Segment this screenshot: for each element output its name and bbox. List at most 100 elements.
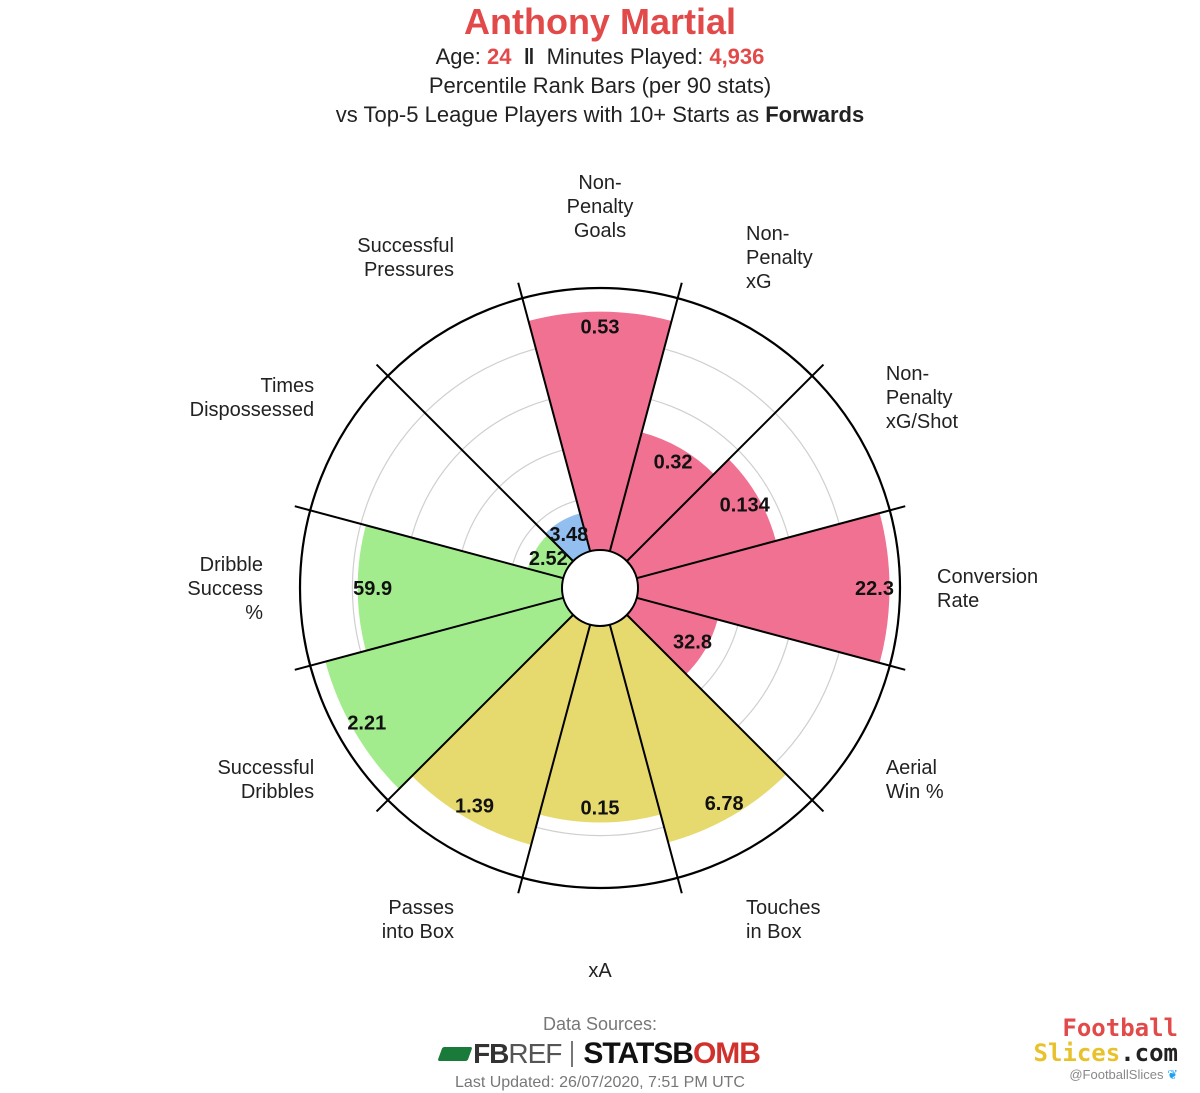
category-label: Touches in Box (746, 897, 821, 943)
statsbomb-logo-b: OMB (692, 1037, 761, 1070)
last-updated: Last Updated: 26/07/2020, 7:51 PM UTC (455, 1074, 745, 1091)
category-label-line: Dribbles (241, 781, 314, 803)
spoke-line (626, 363, 825, 562)
statsbomb-logo-a: STATSB (583, 1037, 694, 1070)
category-label-line: Dispossessed (190, 399, 315, 421)
category-label: Successful Dribbles (217, 757, 314, 803)
category-label-line: Touches (746, 897, 821, 919)
bar-1 (528, 311, 672, 552)
spoke-line (294, 505, 564, 580)
statsbomb-logo: STATSBOMB (583, 1037, 761, 1071)
spoke-line (636, 596, 906, 671)
age-label: Age: (435, 44, 481, 69)
bird-icon: ❦ (1167, 1067, 1178, 1082)
category-label-line: xG (746, 271, 772, 293)
fbref-chip-icon (437, 1047, 473, 1061)
bar-2 (609, 432, 714, 562)
brand-line-1: Football (1062, 1014, 1178, 1042)
spoke-line (294, 596, 564, 671)
player-info-line: Age: 24 ‖ Minutes Played: 4,936 (0, 42, 1200, 71)
logo-divider (571, 1041, 574, 1067)
category-label-line: Pressures (364, 259, 454, 281)
fbref-logo: FB REF (437, 1038, 562, 1070)
category-label: Passes into Box (382, 897, 454, 943)
category-label-line: Goals (574, 220, 626, 242)
category-label-line: Non- (886, 363, 929, 385)
value-label: 22.3 (855, 578, 894, 600)
category-label-line: Conversion (937, 566, 1038, 588)
bar-12 (545, 513, 591, 562)
fbref-logo-ref: REF (508, 1038, 562, 1069)
category-label-line: Win % (886, 781, 944, 803)
category-label: Dribble Success% (187, 554, 263, 624)
bar-5 (626, 597, 718, 675)
category-label: Times Dispossessed (190, 375, 315, 421)
category-label-line: Aerial (886, 757, 937, 779)
page-title: Anthony Martial (463, 1, 736, 42)
category-label-line: Penalty (886, 387, 953, 409)
brand-dotcom: .com (1120, 1039, 1178, 1067)
category-label-line: Dribble (200, 554, 263, 576)
value-label: 0.134 (720, 494, 771, 516)
brand-slices: Slices (1033, 1039, 1121, 1067)
category-label: Conversion Rate (937, 566, 1038, 612)
separator: ‖ (523, 44, 535, 69)
data-sources-label: Data Sources: (542, 1014, 658, 1034)
brand-twitter: @FootballSlices ❦ (1034, 1066, 1178, 1084)
value-label: 0.32 (654, 451, 693, 473)
spoke-line (375, 614, 574, 813)
category-label-line: % (245, 602, 263, 624)
category-label-line: Passes (388, 897, 454, 919)
spoke-line (517, 624, 592, 894)
value-label: 32.8 (673, 631, 712, 653)
minutes-label: Minutes Played: (546, 44, 704, 69)
category-label-line: Times (260, 375, 314, 397)
spoke-line (626, 614, 825, 813)
category-label-line: Successful (357, 235, 454, 257)
bar-3 (626, 459, 776, 579)
category-label-line: xA (588, 960, 612, 982)
category-label: Non-Penalty xG (746, 223, 813, 293)
category-label-line: Successful (217, 757, 314, 779)
category-label-line: Success (187, 578, 263, 600)
spoke-line (608, 624, 683, 894)
category-label-line: in Box (746, 921, 802, 943)
center-circle (561, 549, 639, 627)
spoke-line (636, 505, 906, 580)
category-label-line: Non- (578, 172, 621, 194)
category-label: Successful Pressures (357, 235, 454, 281)
spoke-line (517, 282, 592, 552)
category-label: xA (588, 960, 612, 982)
subtitle-prefix: vs Top-5 League Players with 10+ Starts … (335, 102, 760, 127)
category-label-line: into Box (382, 921, 454, 943)
subtitle-line-1: Percentile Rank Bars (per 90 stats) (428, 73, 772, 98)
source-logos: FB REF STATSBOMB (0, 1037, 1200, 1071)
bar-11 (527, 535, 574, 579)
spoke-line (375, 363, 574, 562)
value-label: 1.39 (455, 795, 494, 817)
bar-4 (636, 513, 890, 663)
value-label: 0.15 (581, 798, 620, 820)
value-label: 2.52 (529, 548, 568, 570)
spoke-line (608, 282, 683, 552)
bar-10 (357, 525, 564, 651)
brand-line-2: Slices.com (1034, 1040, 1179, 1066)
category-label: Non-Penalty xG/Shot (886, 363, 959, 433)
gridline-circle (298, 286, 902, 890)
category-label: Aerial Win % (886, 757, 944, 803)
footballslices-brand: Football Slices.com @FootballSlices ❦ (1034, 1016, 1179, 1084)
minutes-value: 4,936 (709, 44, 765, 69)
age-value: 24 (486, 44, 512, 69)
value-label: 3.48 (549, 524, 588, 546)
category-label-line: Penalty (746, 247, 813, 269)
chart-header: Anthony Martial Age: 24 ‖ Minutes Played… (0, 0, 1200, 129)
category-label-line: Non- (746, 223, 789, 245)
twitter-handle: @FootballSlices (1069, 1067, 1164, 1082)
bar-7 (539, 624, 661, 823)
category-label: Non-Penalty Goals (567, 172, 634, 242)
value-label: 2.21 (347, 713, 386, 735)
category-label-line: xG/Shot (886, 411, 959, 433)
value-label: 6.78 (705, 793, 744, 815)
footer: Data Sources: FB REF STATSBOMB Last Updat… (0, 1013, 1200, 1093)
value-label: 59.9 (353, 578, 392, 600)
